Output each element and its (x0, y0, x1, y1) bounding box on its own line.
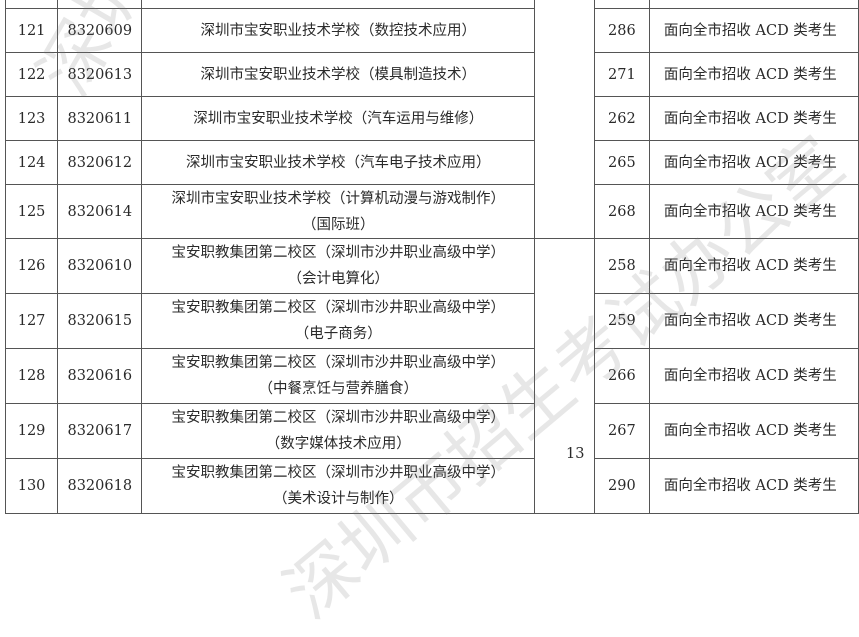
table-row: 125 8320614 深圳市宝安职业技术学校（计算机动漫与游戏制作） （国际班） 26… (4, 184, 859, 239)
row-number: 123 (4, 96, 59, 141)
school-name: 深圳市宝安职业技术学校（数控技术应用） (141, 8, 536, 53)
school-code: 8320617 (57, 403, 143, 459)
school-name-line: （数字媒体技术应用） (265, 436, 411, 452)
school-name: 深圳市宝安职业技术学校（汽车电子技术应用） (141, 140, 536, 185)
cutoff-score: 259 (593, 293, 650, 349)
school-code: 8320616 (57, 348, 143, 404)
school-name-line: （中餐烹饪与营养膳食） (258, 381, 418, 397)
school-name: 宝安职教集团第二校区（深圳市沙井职业高级中学） （美术设计与制作） (141, 458, 536, 514)
cutoff-score: 265 (593, 140, 650, 185)
row-number: 125 (4, 184, 59, 239)
school-name-line: 深圳市宝安职业技术学校（模具制造技术） (200, 66, 476, 83)
school-name: 深圳市宝安职业技术学校（汽车运用与维修） (141, 96, 536, 141)
table-row: 121 8320609 深圳市宝安职业技术学校（数控技术应用） 286 面向全市招收 A… (4, 8, 859, 53)
cutoff-score: 290 (593, 458, 650, 514)
row-number: 126 (4, 238, 59, 294)
admission-note: 面向全市招收 ACD 类考生 (648, 96, 859, 141)
school-code: 8320613 (57, 52, 143, 97)
school-name: 深圳市宝安职业技术学校（模具制造技术） (141, 52, 536, 97)
row-number: 129 (4, 403, 59, 459)
cutoff-score: 271 (593, 52, 650, 97)
school-name-line: 深圳市宝安职业技术学校（汽车运用与维修） (193, 110, 484, 127)
row-number: 121 (4, 8, 59, 53)
cutoff-score: 258 (593, 238, 650, 294)
school-code: 8320612 (57, 140, 143, 185)
school-name-line: （会计电算化） (287, 271, 389, 287)
row-number: 124 (4, 140, 59, 185)
admission-note: 面向全市招收 ACD 类考生 (648, 458, 859, 514)
school-code: 8320611 (57, 96, 143, 141)
school-name: 宝安职教集团第二校区（深圳市沙井职业高级中学） （数字媒体技术应用） (141, 403, 536, 459)
row-number: 130 (4, 458, 59, 514)
table-row: 129 8320617 宝安职教集团第二校区（深圳市沙井职业高级中学） （数字媒体技术… (4, 403, 859, 459)
row-number: 128 (4, 348, 59, 404)
table-row: 126 8320610 宝安职教集团第二校区（深圳市沙井职业高级中学） （会计电算化）… (4, 238, 859, 514)
admission-note: 面向全市招收 ACD 类考生 (648, 140, 859, 185)
school-name-line: 深圳市宝安职业技术学校（数控技术应用） (200, 22, 476, 39)
school-name: 深圳市宝安职业技术学校（计算机动漫与游戏制作） （国际班） (141, 184, 536, 239)
school-name-line: （美术设计与制作） (272, 491, 404, 507)
admission-note: 面向全市招收 ACD 类考生 (648, 293, 859, 349)
school-name-line: 宝安职教集团第二校区（深圳市沙井职业高级中学） (171, 300, 505, 316)
cutoff-score: 266 (593, 348, 650, 404)
admission-note: 面向全市招收 ACD 类考生 (648, 238, 859, 294)
school-code: 8320618 (57, 458, 143, 514)
school-name-line: （电子商务） (294, 326, 382, 342)
school-name: 宝安职教集团第二校区（深圳市沙井职业高级中学） （电子商务） (141, 293, 536, 349)
cutoff-score: 286 (593, 8, 650, 53)
merged-cell-value: 13 (566, 446, 585, 462)
row-number: 122 (4, 52, 59, 97)
table-row: 127 8320615 宝安职教集团第二校区（深圳市沙井职业高级中学） （电子商务） 2… (4, 293, 859, 349)
school-name: 宝安职教集团第二校区（深圳市沙井职业高级中学） （会计电算化） (141, 238, 536, 294)
school-name-line: 宝安职教集团第二校区（深圳市沙井职业高级中学） (171, 355, 505, 371)
school-name-line: 宝安职教集团第二校区（深圳市沙井职业高级中学） (171, 245, 505, 261)
table-row: 130 8320618 宝安职教集团第二校区（深圳市沙井职业高级中学） （美术设计与制… (4, 458, 859, 514)
table-row-clipped (4, 0, 859, 239)
row-number: 127 (4, 293, 59, 349)
school-name: 宝安职教集团第二校区（深圳市沙井职业高级中学） （中餐烹饪与营养膳食） (141, 348, 536, 404)
school-name-line: （国际班） (301, 216, 375, 233)
table-row: 128 8320616 宝安职教集团第二校区（深圳市沙井职业高级中学） （中餐烹饪与营… (4, 348, 859, 404)
school-code: 8320610 (57, 238, 143, 294)
admission-note: 面向全市招收 ACD 类考生 (648, 8, 859, 53)
table-row: 123 8320611 深圳市宝安职业技术学校（汽车运用与维修） 262 面向全市招收 … (4, 96, 859, 141)
admission-note: 面向全市招收 ACD 类考生 (648, 52, 859, 97)
table-row: 124 8320612 深圳市宝安职业技术学校（汽车电子技术应用） 265 面向全市招收… (4, 140, 859, 185)
school-code: 8320609 (57, 8, 143, 53)
admission-table-wrapper: 121 8320609 深圳市宝安职业技术学校（数控技术应用） 286 面向全市招收 A… (4, 0, 859, 514)
merged-cell (534, 238, 595, 514)
school-name-line: 宝安职教集团第二校区（深圳市沙井职业高级中学） (171, 410, 505, 426)
school-name-line: 深圳市宝安职业技术学校（汽车电子技术应用） (185, 154, 491, 171)
cutoff-score: 262 (593, 96, 650, 141)
cutoff-score: 267 (593, 403, 650, 459)
admission-table: 121 8320609 深圳市宝安职业技术学校（数控技术应用） 286 面向全市招收 A… (4, 0, 859, 514)
admission-note: 面向全市招收 ACD 类考生 (648, 348, 859, 404)
school-name-line: 深圳市宝安职业技术学校（计算机动漫与游戏制作） (171, 190, 505, 207)
admission-note: 面向全市招收 ACD 类考生 (648, 403, 859, 459)
school-name-line: 宝安职教集团第二校区（深圳市沙井职业高级中学） (171, 465, 505, 481)
cutoff-score: 268 (593, 184, 650, 239)
admission-note: 面向全市招收 ACD 类考生 (648, 184, 859, 239)
table-row: 122 8320613 深圳市宝安职业技术学校（模具制造技术） 271 面向全市招收 A… (4, 52, 859, 97)
school-code: 8320614 (57, 184, 143, 239)
school-code: 8320615 (57, 293, 143, 349)
